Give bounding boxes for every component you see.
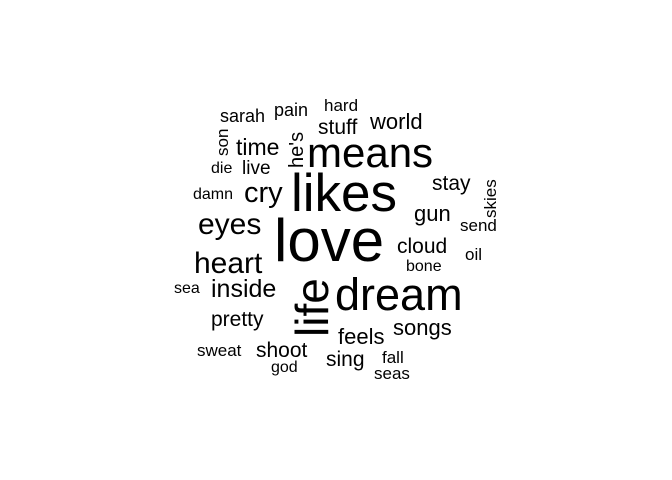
- word-sarah: sarah: [220, 106, 266, 126]
- word-means: means: [307, 129, 434, 176]
- word-sea: sea: [174, 280, 200, 297]
- word-skies: skies: [481, 179, 500, 218]
- word-sing: sing: [326, 348, 365, 371]
- word-stay: stay: [432, 172, 471, 195]
- word-inside: inside: [211, 275, 277, 303]
- word-fall: fall: [382, 348, 404, 367]
- word-world: world: [370, 109, 423, 134]
- word-cloud: cloud: [397, 235, 448, 258]
- word-eyes: eyes: [198, 208, 262, 241]
- word-pretty: pretty: [211, 308, 264, 331]
- word-die: die: [211, 160, 233, 177]
- word-likes: likes: [291, 164, 398, 223]
- word-heart: heart: [194, 247, 263, 280]
- word-time: time: [236, 134, 280, 160]
- word-love: love: [274, 207, 385, 274]
- word-songs: songs: [393, 315, 452, 340]
- word-stuff: stuff: [318, 116, 358, 139]
- word-sweat: sweat: [197, 341, 242, 360]
- word-feels: feels: [338, 324, 385, 349]
- word-dream: dream: [335, 269, 463, 320]
- word-shoot: shoot: [256, 339, 308, 362]
- word-he-s: he's: [286, 131, 308, 168]
- word-live: live: [242, 158, 271, 179]
- word-life: life: [286, 278, 338, 337]
- word-gun: gun: [414, 201, 451, 226]
- word-pain: pain: [274, 100, 309, 120]
- word-send: send: [460, 216, 497, 235]
- word-son: son: [213, 128, 232, 156]
- word-bone: bone: [406, 258, 442, 275]
- word-damn: damn: [193, 186, 234, 203]
- word-hard: hard: [324, 96, 359, 115]
- word-seas: seas: [374, 364, 410, 383]
- word-god: god: [271, 359, 298, 376]
- word-oil: oil: [465, 245, 483, 264]
- word-cry: cry: [244, 177, 283, 209]
